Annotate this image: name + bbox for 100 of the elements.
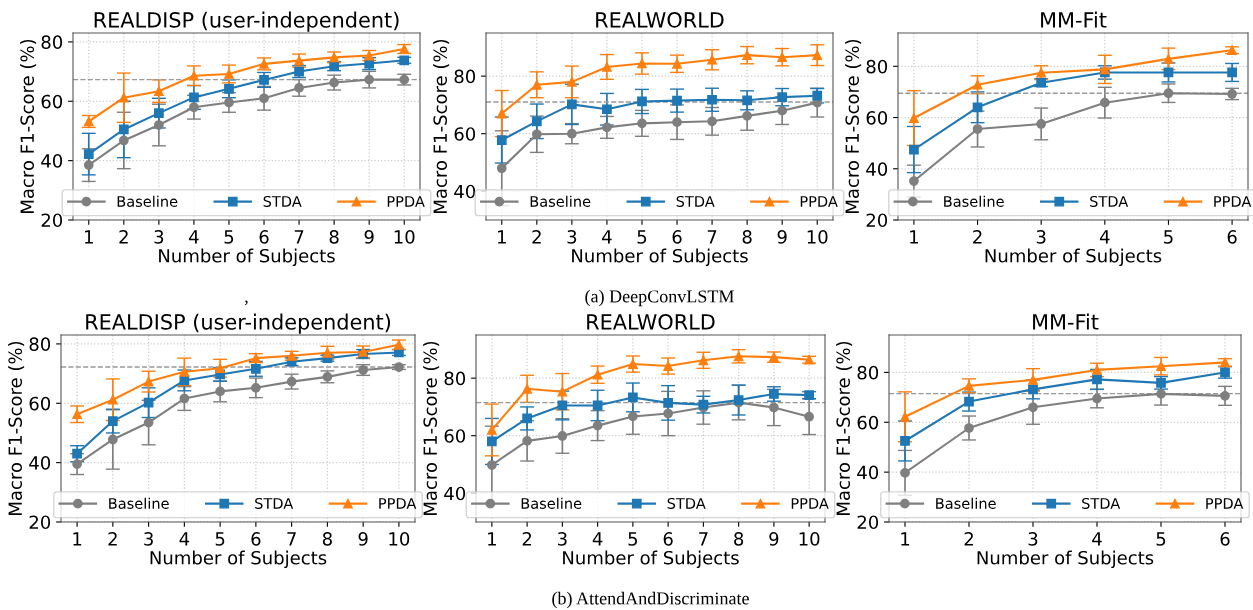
chart-title: REALDISP (user-independent) <box>94 11 399 32</box>
x-tick-label: 1 <box>85 230 93 244</box>
x-tick-label: 4 <box>592 532 603 546</box>
y-tick-label: 20 <box>41 213 63 228</box>
y-tick-label: 60 <box>29 396 51 411</box>
x-axis-title: Number of Subjects <box>985 248 1162 267</box>
x-tick-label: 6 <box>259 230 269 244</box>
y-tick-label: 40 <box>857 465 879 480</box>
text: , <box>244 300 248 306</box>
x-tick-label: 1 <box>488 532 496 546</box>
legend-label: STDA <box>1082 497 1121 509</box>
y-tick-label: 80 <box>857 365 879 380</box>
x-tick-label: 7 <box>699 532 708 546</box>
y-tick-label: 40 <box>41 154 63 168</box>
x-tick-label: 6 <box>251 532 261 546</box>
y-axis-title: Macro F1-Score (%) <box>20 39 37 213</box>
legend-label: Baseline <box>109 497 169 509</box>
legend-label: STDA <box>263 195 302 207</box>
y-tick-label: 80 <box>454 69 476 84</box>
legend-label: PPDA <box>1214 196 1252 207</box>
x-tick-label: 3 <box>1028 532 1038 546</box>
y-tick-label: 20 <box>866 213 888 228</box>
x-tick-label: 1 <box>901 532 910 546</box>
legend-label: STDA <box>676 195 715 207</box>
y-tick-label: 40 <box>29 456 51 470</box>
x-tick-label: 5 <box>637 230 647 244</box>
y-tick-label: 40 <box>866 162 888 176</box>
x-tick-label: 2 <box>108 532 117 546</box>
legend-label: Baseline <box>944 195 1004 207</box>
y-tick-label: 60 <box>41 94 63 109</box>
y-tick-label: 60 <box>454 127 476 141</box>
x-tick-label: 4 <box>1099 230 1110 244</box>
x-tick-label: 10 <box>799 532 820 546</box>
x-tick-label: 10 <box>394 230 415 244</box>
x-tick-label: 4 <box>189 230 199 244</box>
legend-label: Baseline <box>530 195 591 207</box>
x-tick-label: 7 <box>707 230 717 244</box>
x-tick-label: 4 <box>179 532 190 546</box>
x-tick-label: 5 <box>1164 230 1173 244</box>
chart-title: REALDISP (user-independent) <box>86 313 391 334</box>
legend-label: PPDA <box>379 498 417 509</box>
text: (a) DeepConvLSTM <box>585 289 734 307</box>
x-tick-label: 7 <box>287 532 296 546</box>
chart-title: REALWORLD <box>596 11 724 28</box>
legend-label: STDA <box>255 497 294 509</box>
x-tick-label: 5 <box>1156 532 1166 546</box>
legend-label: STDA <box>667 497 706 509</box>
y-tick-label: 40 <box>444 486 466 501</box>
x-tick-label: 1 <box>910 230 918 244</box>
x-tick-label: 3 <box>558 532 567 546</box>
x-tick-label: 10 <box>807 230 828 244</box>
x-tick-label: 3 <box>567 230 577 244</box>
legend-label: PPDA <box>791 498 829 509</box>
x-tick-label: 5 <box>628 532 638 546</box>
x-tick-label: 7 <box>294 230 304 244</box>
x-tick-label: 1 <box>73 532 82 546</box>
x-tick-label: 8 <box>734 532 744 546</box>
y-tick-label: 80 <box>29 337 51 352</box>
legend-label: Baseline <box>521 497 582 509</box>
x-axis-title: Number of Subjects <box>572 248 748 267</box>
x-axis-title: Number of Subjects <box>159 248 335 267</box>
legend-label: PPDA <box>1206 498 1244 509</box>
y-axis-title: Macro F1-Score (%) <box>845 39 862 213</box>
x-tick-label: 3 <box>144 532 153 546</box>
x-tick-label: 9 <box>358 532 368 546</box>
chart-title: MM-Fit <box>1033 313 1099 330</box>
x-tick-label: 9 <box>364 230 374 244</box>
x-tick-label: 2 <box>119 230 128 244</box>
text: (b) AttendAndDiscriminate <box>552 591 749 609</box>
y-tick-label: 20 <box>29 515 51 530</box>
y-axis-title: Macro F1-Score (%) <box>8 341 25 515</box>
x-tick-label: 8 <box>322 532 332 546</box>
y-axis-title: Macro F1-Score (%) <box>433 39 450 213</box>
x-tick-label: 2 <box>522 532 532 546</box>
x-tick-label: 4 <box>1092 532 1102 546</box>
y-tick-label: 60 <box>857 415 879 430</box>
y-tick-label: 20 <box>857 515 879 530</box>
y-tick-label: 80 <box>41 35 63 50</box>
x-tick-label: 2 <box>964 532 973 546</box>
y-tick-label: 60 <box>866 110 888 125</box>
x-tick-label: 5 <box>215 532 225 546</box>
x-tick-label: 8 <box>329 230 339 244</box>
x-tick-label: 5 <box>224 230 234 244</box>
legend-label: Baseline <box>117 195 178 207</box>
x-tick-label: 1 <box>498 230 506 244</box>
x-tick-label: 8 <box>742 230 752 244</box>
x-tick-label: 9 <box>777 230 787 244</box>
y-axis-title: Macro F1-Score (%) <box>836 341 853 515</box>
x-axis-title: Number of Subjects <box>563 550 739 569</box>
x-tick-label: 9 <box>769 532 779 546</box>
x-tick-label: 3 <box>1036 230 1046 244</box>
chart-title: MM-Fit <box>1041 11 1107 28</box>
legend-label: PPDA <box>387 196 425 207</box>
x-axis-title: Number of Subjects <box>150 550 327 569</box>
x-tick-label: 6 <box>672 230 682 244</box>
chart-title: REALWORLD <box>587 313 715 330</box>
y-axis-title: Macro F1-Score (%) <box>423 341 440 515</box>
x-tick-label: 10 <box>389 532 410 546</box>
y-tick-label: 40 <box>454 184 476 199</box>
legend-label: STDA <box>1090 195 1129 207</box>
